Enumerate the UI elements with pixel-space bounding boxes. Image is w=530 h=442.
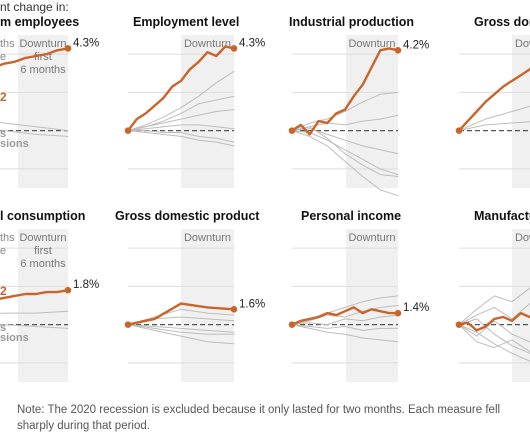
chart-title: Gross domestic product <box>115 209 260 223</box>
downturn-label: Downturn <box>184 232 231 244</box>
left-fragment-highlight: 2 <box>0 90 7 104</box>
past-series-line <box>127 124 235 132</box>
end-value-label: 1.4% <box>403 302 429 314</box>
downturn-band <box>346 35 398 188</box>
chart-title: m employees <box>0 15 79 29</box>
highlight-series-line <box>126 302 236 326</box>
end-value-label: 1.6% <box>239 298 265 310</box>
downturn-label: Downturn <box>348 38 395 50</box>
left-fragment: s <box>0 322 6 334</box>
past-series-line <box>458 324 530 362</box>
downturn-band <box>346 229 398 382</box>
past-series-line <box>291 314 399 326</box>
intro-label: nt change in: <box>0 0 69 14</box>
past-series-line <box>127 70 235 132</box>
start-marker <box>455 321 463 328</box>
end-marker <box>394 309 402 317</box>
past-series-line <box>291 128 399 155</box>
highlight-series-line <box>457 67 530 132</box>
start-marker <box>288 127 296 134</box>
past-series-line <box>0 129 69 137</box>
chart-title: Gross domesti <box>474 15 530 29</box>
past-series-line <box>291 130 399 197</box>
highlight-series-line <box>457 311 530 332</box>
end-value-label: 4.3% <box>239 37 265 49</box>
downturn-label: Downturn <box>19 38 66 50</box>
end-value-label: 4.3% <box>73 37 99 49</box>
past-series-line <box>458 318 530 354</box>
left-fragment: sions <box>0 138 29 150</box>
left-fragment: ths <box>0 38 15 50</box>
charts-canvas: nt change in: m employeesDownturnfirst6 … <box>0 0 530 382</box>
past-series-line <box>0 323 69 329</box>
chart-title: Manufactu <box>474 209 530 223</box>
past-series-line <box>127 308 235 326</box>
end-marker <box>230 45 238 52</box>
past-series-line <box>127 109 235 132</box>
highlight-series-line <box>290 306 400 326</box>
left-fragment-highlight: 2 <box>0 284 7 298</box>
downturn-label: Downturn <box>348 232 395 244</box>
downturn-band <box>18 229 68 382</box>
past-series-line <box>127 324 235 345</box>
past-series-line <box>291 91 399 132</box>
end-value-label: 4.2% <box>403 39 429 51</box>
chart-title: Industrial production <box>289 15 414 29</box>
end-marker <box>64 45 72 52</box>
left-fragment: s <box>0 128 6 140</box>
footnote: Note: The 2020 recession is excluded bec… <box>17 404 501 432</box>
highlight-series-line <box>290 47 400 136</box>
downturn-label: Downturn <box>515 232 530 244</box>
start-marker <box>455 127 463 134</box>
start-marker <box>124 321 132 328</box>
end-marker <box>394 47 402 54</box>
left-fragment: ths <box>0 232 15 244</box>
downturn-band <box>181 35 234 188</box>
past-series-line <box>0 122 69 132</box>
start-marker <box>124 127 132 134</box>
highlight-series-line <box>126 45 236 132</box>
past-series-line <box>458 121 530 132</box>
start-marker <box>288 321 296 328</box>
highlight-series-line <box>0 47 70 67</box>
past-series-line <box>458 324 530 353</box>
downturn-label: Downturn <box>19 232 66 244</box>
left-fragment: e <box>0 51 6 63</box>
end-marker <box>64 286 72 294</box>
past-series-line <box>0 310 69 314</box>
past-series-line <box>291 305 399 326</box>
past-series-line <box>291 126 399 177</box>
end-marker <box>230 306 238 313</box>
past-series-line <box>458 320 530 343</box>
past-series-line <box>127 324 235 335</box>
chart-title: Employment level <box>133 15 239 29</box>
past-series-line <box>291 324 399 331</box>
downturn-band <box>18 35 68 188</box>
left-fragment: sions <box>0 332 29 344</box>
downturn-band <box>512 35 530 188</box>
chart-title: Personal income <box>301 209 401 223</box>
past-series-line <box>127 324 235 333</box>
past-series-line <box>127 130 235 147</box>
end-value-label: 1.8% <box>73 279 99 291</box>
downturn-label: Downturn <box>184 38 231 50</box>
past-series-line <box>458 105 530 132</box>
six-months-label: 6 months <box>20 258 66 270</box>
chart-title: l consumption <box>0 209 85 223</box>
six-months-label: 6 months <box>20 64 66 76</box>
downturn-label: Downturn <box>515 38 530 50</box>
past-series-line <box>458 287 530 326</box>
downturn-band <box>512 229 530 382</box>
past-series-line <box>291 324 399 343</box>
highlight-series-line <box>0 289 70 300</box>
left-fragment: e <box>0 245 6 257</box>
first-label: first <box>34 245 52 257</box>
past-series-line <box>458 303 530 326</box>
past-series-line <box>127 130 235 143</box>
